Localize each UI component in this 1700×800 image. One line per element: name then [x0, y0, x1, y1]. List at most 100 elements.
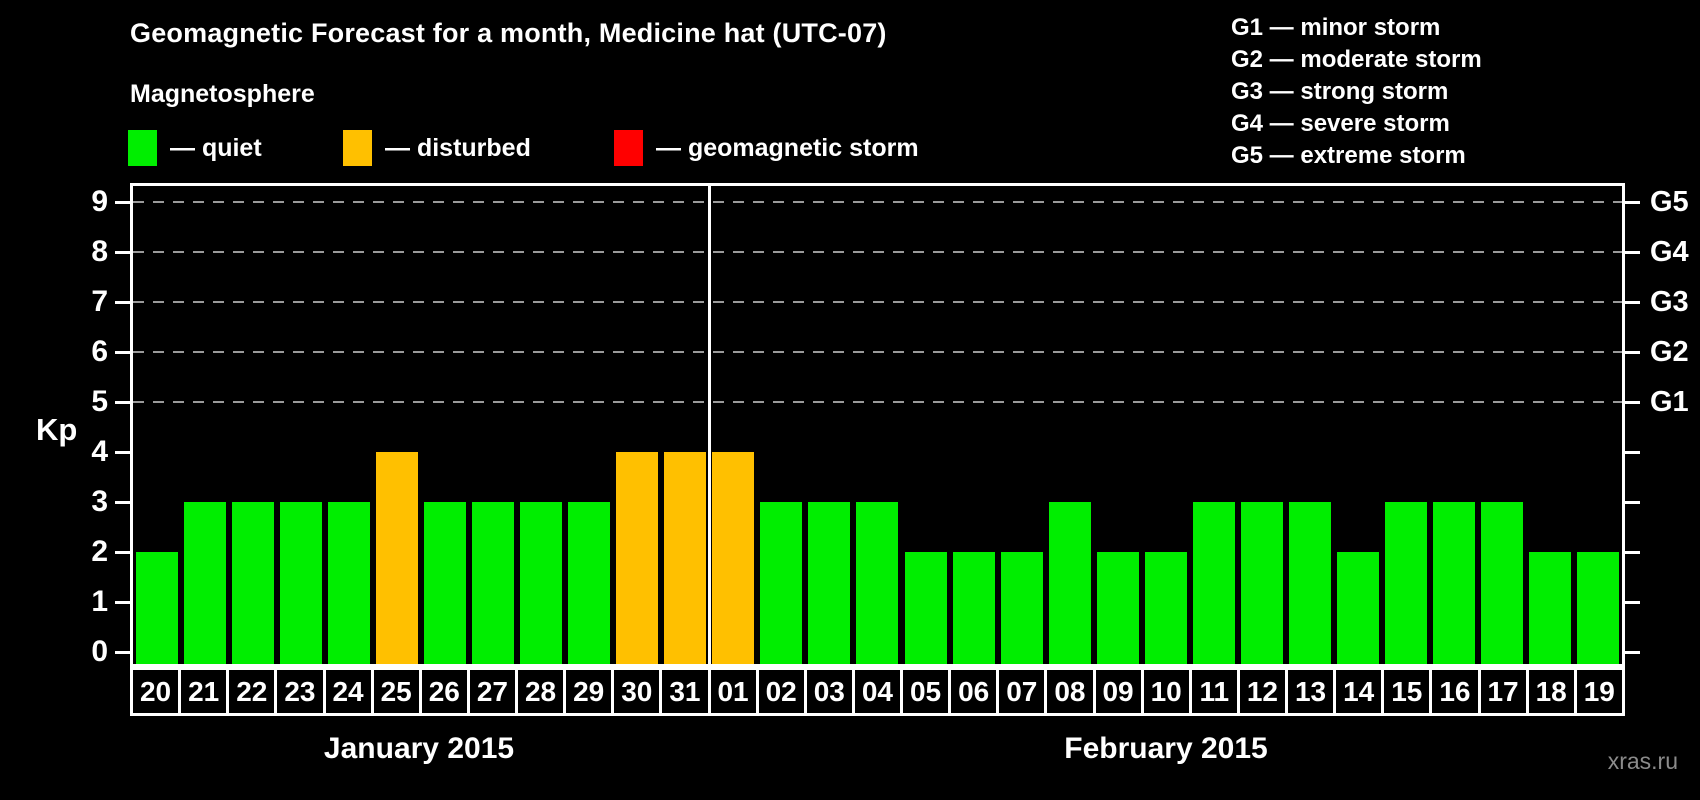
day-cell-feb-19: 19 [1573, 667, 1625, 716]
g-axis-tick-7 [1625, 301, 1640, 304]
y-axis-tick-4 [115, 451, 130, 454]
watermark: xras.ru [1607, 748, 1678, 774]
g-axis-label-g4: G4 [1650, 236, 1689, 268]
kp-bar-feb-01 [712, 452, 754, 664]
day-axis-row: 20 21 22 23 24 25 26 27 28 29 30 31 01 02 03 04 05 06 07 08… [130, 667, 1625, 716]
y-axis-label-3: 3 [91, 485, 108, 518]
kp-bar-feb-15 [1385, 502, 1427, 664]
plot-area [130, 183, 1625, 667]
y-axis-label-5: 5 [91, 385, 108, 418]
day-cell-feb-03: 03 [803, 667, 855, 716]
kp-bar-feb-06 [953, 552, 995, 664]
day-cell-feb-01: 01 [707, 667, 759, 716]
day-cell-jan-29: 29 [563, 667, 615, 716]
kp-bar-feb-12 [1241, 502, 1283, 664]
g-axis-tick-5 [1625, 401, 1640, 404]
day-cell-feb-09: 09 [1092, 667, 1144, 716]
kp-bar-feb-13 [1289, 502, 1331, 664]
kp-bar-jan-30 [616, 452, 658, 664]
day-cell-feb-12: 12 [1236, 667, 1288, 716]
g-axis-tick-3 [1625, 501, 1640, 504]
month-label-january: January 2015 [323, 732, 515, 765]
gridline-kp9 [133, 201, 1622, 203]
kp-bar-feb-09 [1097, 552, 1139, 664]
kp-bar-jan-23 [280, 502, 322, 664]
day-cell-feb-08: 08 [1044, 667, 1096, 716]
g-axis-label-g3: G3 [1650, 286, 1689, 318]
kp-bar-jan-22 [232, 502, 274, 664]
y-axis-tick-9 [115, 201, 130, 204]
y-axis-label-8: 8 [91, 235, 108, 268]
day-cell-feb-05: 05 [900, 667, 952, 716]
month-label-february: February 2015 [1064, 732, 1268, 765]
day-cell-feb-18: 18 [1525, 667, 1577, 716]
y-axis-label-7: 7 [91, 285, 108, 318]
y-axis-tick-8 [115, 251, 130, 254]
day-cell-feb-14: 14 [1333, 667, 1385, 716]
kp-bar-feb-17 [1481, 502, 1523, 664]
gridline-kp8 [133, 251, 1622, 253]
gridline-kp5 [133, 401, 1622, 403]
kp-bar-feb-05 [905, 552, 947, 664]
kp-bar-jan-28 [520, 502, 562, 664]
disturbed-swatch-icon [343, 130, 372, 166]
y-axis-label-1: 1 [91, 585, 108, 618]
kp-bar-feb-14 [1337, 552, 1379, 664]
month-separator-line [708, 186, 711, 664]
kp-bar-jan-26 [424, 502, 466, 664]
kp-axis-title: Kp [36, 412, 78, 447]
kp-bar-feb-11 [1193, 502, 1235, 664]
g-axis-tick-0 [1625, 651, 1640, 654]
kp-bar-jan-27 [472, 502, 514, 664]
y-axis-tick-1 [115, 601, 130, 604]
g-axis-label-g2: G2 [1650, 336, 1689, 368]
y-axis-label-4: 4 [91, 435, 108, 468]
g-axis-tick-8 [1625, 251, 1640, 254]
day-cell-feb-15: 15 [1381, 667, 1433, 716]
day-cell-jan-27: 27 [466, 667, 518, 716]
day-cell-feb-11: 11 [1188, 667, 1240, 716]
g-axis-tick-2 [1625, 551, 1640, 554]
y-axis-tick-0 [115, 651, 130, 654]
y-axis-tick-7 [115, 301, 130, 304]
y-axis-tick-3 [115, 501, 130, 504]
g-axis-tick-4 [1625, 451, 1640, 454]
legend-title: Magnetosphere [130, 80, 315, 108]
legend-item-disturbed: — disturbed [343, 128, 531, 168]
kp-bar-feb-04 [856, 502, 898, 664]
g-legend-line-g1: G1 — minor storm [1231, 14, 1441, 41]
y-axis-tick-2 [115, 551, 130, 554]
kp-bar-jan-31 [664, 452, 706, 664]
legend-label-disturbed: — disturbed [385, 133, 531, 162]
day-cell-feb-13: 13 [1285, 667, 1337, 716]
g-axis-label-g5: G5 [1650, 186, 1689, 218]
day-cell-jan-20: 20 [130, 667, 182, 716]
day-cell-feb-07: 07 [996, 667, 1048, 716]
day-cell-feb-17: 17 [1477, 667, 1529, 716]
y-axis-label-9: 9 [91, 185, 108, 218]
y-axis-tick-6 [115, 351, 130, 354]
day-cell-jan-23: 23 [274, 667, 326, 716]
kp-bar-feb-03 [808, 502, 850, 664]
kp-bar-jan-24 [328, 502, 370, 664]
page-title: Geomagnetic Forecast for a month, Medici… [130, 18, 887, 48]
day-cell-feb-06: 06 [948, 667, 1000, 716]
kp-bar-feb-02 [760, 502, 802, 664]
day-cell-feb-02: 02 [755, 667, 807, 716]
g-axis-tick-1 [1625, 601, 1640, 604]
g-axis-tick-6 [1625, 351, 1640, 354]
kp-bar-feb-19 [1577, 552, 1619, 664]
legend-label-quiet: — quiet [170, 133, 262, 162]
day-cell-jan-31: 31 [659, 667, 711, 716]
g-scale-legend: G1 — minor storm G2 — moderate storm G3 … [1231, 12, 1482, 172]
geomagnetic-storm-swatch-icon [614, 130, 643, 166]
day-cell-feb-16: 16 [1429, 667, 1481, 716]
day-cell-jan-24: 24 [322, 667, 374, 716]
legend-label-geomagnetic-storm: — geomagnetic storm [656, 133, 919, 162]
day-cell-jan-26: 26 [418, 667, 470, 716]
kp-bar-feb-18 [1529, 552, 1571, 664]
kp-bar-feb-07 [1001, 552, 1043, 664]
kp-bar-jan-25 [376, 452, 418, 664]
kp-bar-feb-10 [1145, 552, 1187, 664]
